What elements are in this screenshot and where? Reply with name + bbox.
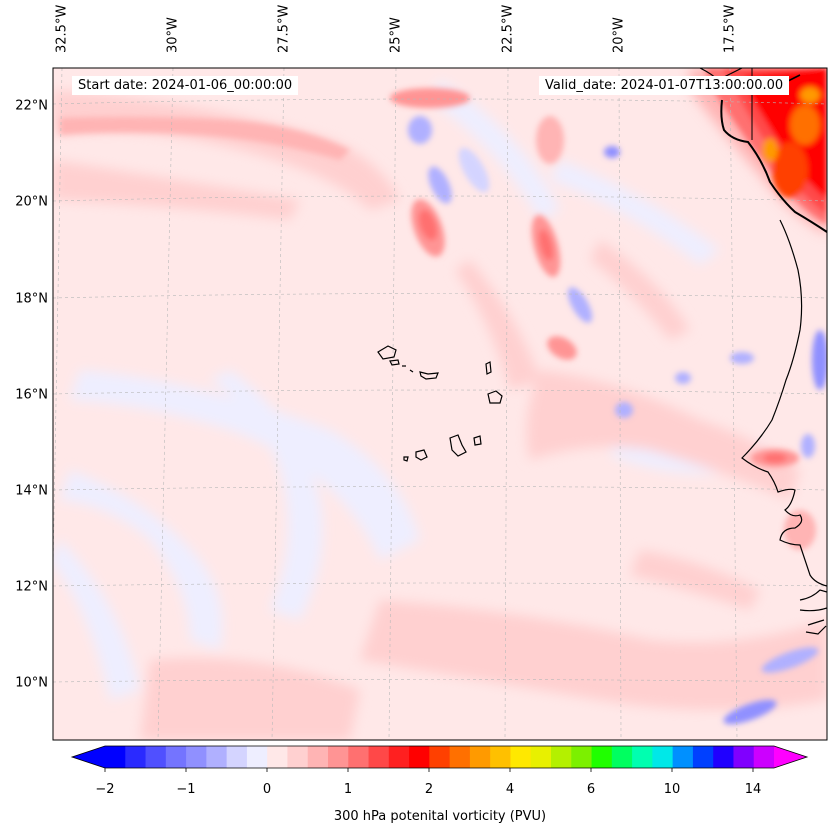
pv-field — [53, 68, 827, 740]
lon-tick-label: 17.5°W — [722, 4, 738, 53]
lat-tick-label: 20°N — [15, 194, 48, 210]
colorbar-segment — [267, 746, 288, 768]
map-frame — [52, 67, 828, 741]
colorbar-tick-label: −2 — [95, 782, 115, 797]
lon-tick-label: 27.5°W — [276, 4, 292, 53]
colorbar-segment — [186, 746, 207, 768]
colorbar-segment — [530, 746, 552, 768]
colorbar-segment — [145, 746, 167, 768]
lat-tick-label: 22°N — [15, 98, 48, 114]
colorbar-segment — [591, 746, 613, 768]
lon-tick-label: 22.5°W — [500, 4, 516, 53]
colorbar-segment — [510, 746, 532, 768]
lat-tick-label: 10°N — [15, 675, 48, 691]
lon-tick-label: 30°W — [165, 17, 181, 53]
colorbar-title: 300 hPa potenital vorticity (PVU) — [333, 809, 547, 824]
colorbar-tick-label: 1 — [343, 782, 353, 797]
colorbar-segment — [490, 746, 511, 768]
colorbar-segment — [753, 746, 775, 768]
colorbar-segment — [287, 746, 309, 768]
start-date-label: Start date: 2024-01-06_00:00:00 — [72, 76, 299, 95]
colorbar-tick-label: −1 — [176, 782, 196, 797]
lon-tick-label: 32.5°W — [54, 4, 70, 53]
colorbar-segment — [429, 746, 451, 768]
colorbar-tick-label: 2 — [424, 782, 434, 797]
colorbar-segment — [206, 746, 228, 768]
colorbar-segment — [449, 746, 471, 768]
colorbar-min-arrow — [72, 746, 105, 768]
colorbar-segment — [652, 746, 674, 768]
colorbar-segment — [105, 746, 126, 768]
lat-tick-label: 12°N — [15, 579, 48, 595]
colorbar-segment — [571, 746, 593, 768]
colorbar-segment — [692, 746, 714, 768]
colorbar-tick-label: 4 — [505, 782, 515, 797]
colorbar-tick-label: 0 — [262, 782, 272, 797]
colorbar-segment — [125, 746, 147, 768]
lon-tick-label: 25°W — [388, 17, 404, 53]
colorbar-segment — [307, 746, 329, 768]
colorbar-segment — [611, 746, 633, 768]
colorbar — [70, 745, 809, 772]
colorbar-segment — [733, 746, 755, 768]
valid-date-label: Valid_date: 2024-01-07T13:00:00.00 — [539, 76, 790, 95]
colorbar-segment — [246, 746, 268, 768]
colorbar-segment — [409, 746, 430, 768]
colorbar-segment — [713, 746, 734, 768]
lat-tick-label: 16°N — [15, 387, 48, 403]
lat-tick-label: 14°N — [15, 483, 48, 499]
colorbar-tick-label: 6 — [586, 782, 596, 797]
colorbar-max-arrow — [774, 746, 807, 768]
colorbar-segment — [672, 746, 694, 768]
lon-tick-label: 20°W — [611, 17, 627, 53]
gridlines — [53, 68, 827, 740]
colorbar-tick-label: 14 — [744, 782, 762, 797]
colorbar-segment — [328, 746, 349, 768]
colorbar-segment — [165, 746, 187, 768]
colorbar-segment — [368, 746, 390, 768]
lat-tick-label: 18°N — [15, 291, 48, 307]
colorbar-segment — [469, 746, 491, 768]
cape-verde-islands — [377, 345, 503, 462]
colorbar-segment — [551, 746, 572, 768]
colorbar-segment — [348, 746, 370, 768]
colorbar-segment — [226, 746, 248, 768]
colorbar-segment — [388, 746, 410, 768]
colorbar-segment — [632, 746, 653, 768]
colorbar-tick-label: 10 — [663, 782, 681, 797]
